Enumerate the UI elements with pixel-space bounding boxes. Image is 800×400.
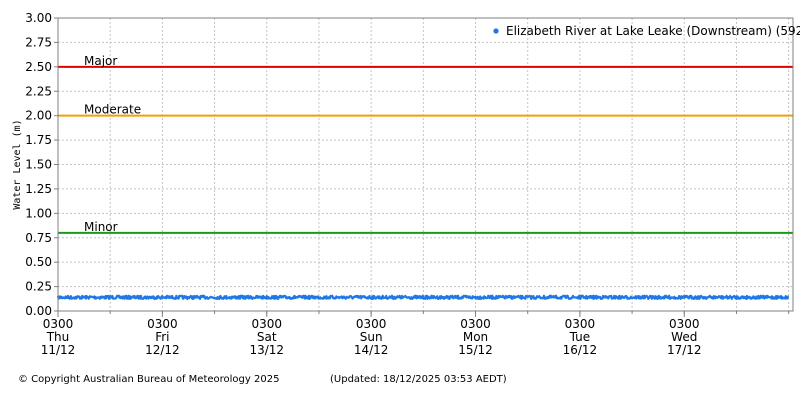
y-tick-label: 0.25 bbox=[25, 280, 52, 294]
x-tick-date: 14/12 bbox=[354, 343, 389, 357]
y-axis-label: Water Level (m) bbox=[12, 119, 23, 209]
legend: Elizabeth River at Lake Leake (Downstrea… bbox=[493, 24, 800, 38]
x-tick-time: 0300 bbox=[565, 317, 596, 331]
x-tick-day: Fri bbox=[155, 330, 169, 344]
x-tick-day: Wed bbox=[671, 330, 697, 344]
y-tick-label: 1.75 bbox=[25, 133, 52, 147]
x-tick-date: 12/12 bbox=[145, 343, 180, 357]
y-tick-label: 2.50 bbox=[25, 60, 52, 74]
copyright-text: © Copyright Australian Bureau of Meteoro… bbox=[18, 374, 280, 385]
y-tick-label: 1.25 bbox=[25, 182, 52, 196]
threshold-lines: Major Moderate Minor bbox=[58, 54, 793, 234]
series-layer bbox=[56, 294, 790, 301]
threshold-label-moderate: Moderate bbox=[84, 103, 141, 117]
threshold-label-minor: Minor bbox=[84, 220, 118, 234]
y-tick-label: 0.00 bbox=[25, 304, 52, 318]
x-tick-day: Sun bbox=[360, 330, 383, 344]
x-tick-time: 0300 bbox=[251, 317, 282, 331]
x-tick-day: Tue bbox=[569, 330, 591, 344]
x-tick-date: 11/12 bbox=[41, 343, 76, 357]
legend-marker bbox=[493, 28, 499, 34]
x-tick-day: Sat bbox=[257, 330, 277, 344]
series-line bbox=[56, 294, 790, 301]
x-tick-time: 0300 bbox=[43, 317, 74, 331]
x-tick-date: 13/12 bbox=[249, 343, 284, 357]
grid bbox=[57, 17, 793, 312]
water-level-chart: Major Moderate Minor 0.00 0.25 0.50 0.75 1.00 1… bbox=[12, 11, 800, 357]
x-tick-day: Thu bbox=[46, 330, 70, 344]
x-tick-day: Mon bbox=[463, 330, 488, 344]
x-tick-time: 0300 bbox=[356, 317, 387, 331]
legend-label: Elizabeth River at Lake Leake (Downstrea… bbox=[506, 24, 800, 38]
x-tick-time: 0300 bbox=[147, 317, 178, 331]
y-tick-label: 0.50 bbox=[25, 255, 52, 269]
x-tick-date: 15/12 bbox=[458, 343, 493, 357]
y-tick-label: 2.00 bbox=[25, 109, 52, 123]
x-tick-time: 0300 bbox=[669, 317, 700, 331]
threshold-label-major: Major bbox=[84, 54, 117, 68]
y-tick-label: 1.00 bbox=[25, 206, 52, 220]
y-tick-label: 1.50 bbox=[25, 158, 52, 172]
y-tick-label: 2.25 bbox=[25, 84, 52, 98]
updated-timestamp: (Updated: 18/12/2025 03:53 AEDT) bbox=[330, 374, 507, 385]
y-tick-label: 0.75 bbox=[25, 231, 52, 245]
y-tick-label: 2.75 bbox=[25, 35, 52, 49]
y-tick-label: 3.00 bbox=[25, 11, 52, 25]
x-tick-date: 17/12 bbox=[667, 343, 702, 357]
x-tick-time: 0300 bbox=[460, 317, 491, 331]
x-tick-date: 16/12 bbox=[563, 343, 598, 357]
axes: 0.00 0.25 0.50 0.75 1.00 1.25 1.50 1.75 2.00 2.25… bbox=[25, 11, 790, 357]
